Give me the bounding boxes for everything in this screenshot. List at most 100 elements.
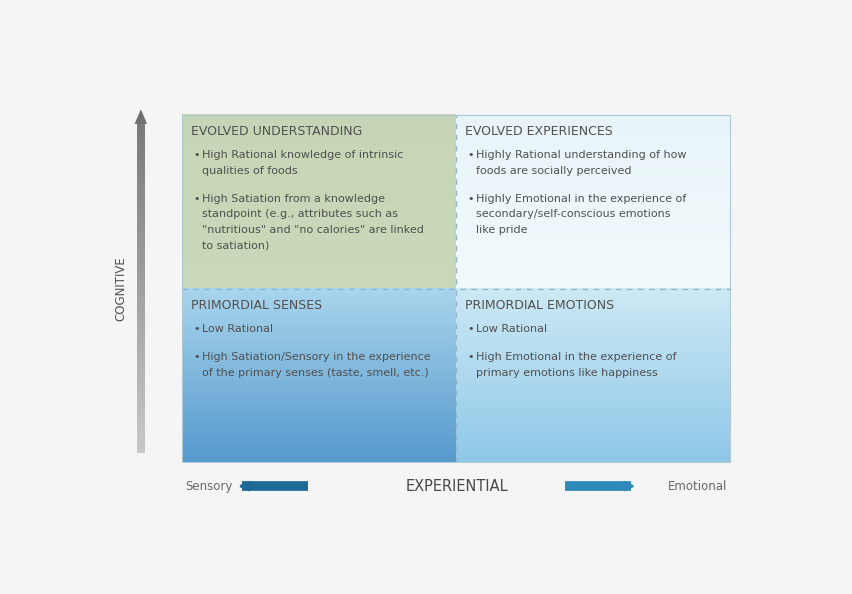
Bar [182,216,457,219]
Bar [457,242,730,245]
Bar [182,295,457,297]
Bar [136,391,145,396]
Bar [182,151,457,154]
Bar [457,308,730,310]
Bar [136,362,145,366]
Bar [182,247,457,249]
Bar [182,160,457,163]
Bar [136,152,145,157]
Bar [457,371,730,373]
Bar [182,129,457,132]
Bar [182,405,457,408]
Bar [182,418,457,421]
Bar [457,210,730,213]
Bar [182,158,457,160]
Bar [457,160,730,163]
Bar [182,249,457,252]
Bar [457,416,730,419]
Bar [457,182,730,184]
Bar [182,325,457,328]
Bar [136,214,145,219]
Bar [457,327,730,330]
Bar [457,349,730,352]
Bar [457,138,730,141]
Bar [457,301,730,304]
Bar [182,321,457,323]
Bar [182,177,457,180]
Bar [457,123,730,125]
Bar [457,173,730,176]
Bar [182,410,457,412]
Bar [182,368,457,371]
Bar [457,132,730,134]
Text: EVOLVED EXPERIENCES: EVOLVED EXPERIENCES [465,125,613,138]
Bar [457,434,730,436]
Bar [457,460,730,462]
Text: High Emotional in the experience of: High Emotional in the experience of [475,352,676,362]
Bar [182,329,457,332]
Bar [136,267,145,272]
Bar [457,321,730,323]
Bar [182,132,457,134]
Bar [182,388,457,391]
Bar [457,116,730,119]
Bar [136,420,145,424]
Bar [457,453,730,456]
Text: Highly Rational understanding of how: Highly Rational understanding of how [475,150,686,160]
Text: of the primary senses (taste, smell, etc.): of the primary senses (taste, smell, etc… [202,368,429,378]
Bar [182,323,457,326]
Bar [182,214,457,217]
Bar [457,414,730,417]
Bar [182,292,457,295]
Bar [182,242,457,245]
Bar [182,377,457,380]
Text: Sensory: Sensory [186,479,233,492]
Bar [457,136,730,138]
Bar [182,143,457,145]
Bar [136,255,145,260]
Bar [182,421,457,424]
Bar [136,132,145,136]
Bar [182,260,457,263]
Bar [457,295,730,297]
Bar [457,366,730,369]
Bar [457,195,730,197]
Bar [182,371,457,373]
Bar [457,310,730,312]
Bar [457,264,730,267]
Bar [457,286,730,289]
Bar [457,186,730,189]
Bar [182,362,457,365]
Text: Emotional: Emotional [668,479,728,492]
Bar [457,331,730,334]
Bar [182,192,457,195]
Bar [182,310,457,312]
Bar [182,286,457,289]
Bar [457,275,730,277]
Bar [457,165,730,167]
Bar [182,440,457,443]
Bar [182,169,457,171]
Bar [136,263,145,268]
Bar [182,360,457,362]
Bar [457,338,730,341]
Text: qualities of foods: qualities of foods [202,166,297,175]
Bar [457,175,730,178]
Bar [136,436,145,441]
Bar [182,427,457,429]
Bar [457,245,730,247]
Bar [182,373,457,375]
Bar [457,288,730,290]
Bar [136,140,145,144]
Bar [457,407,730,410]
Bar [457,114,730,117]
Bar [136,371,145,375]
Bar [457,401,730,404]
Bar [457,192,730,195]
Bar [136,383,145,387]
Bar [182,147,457,150]
Bar [136,407,145,412]
Bar [136,226,145,231]
Bar [457,145,730,147]
Bar [457,304,730,306]
